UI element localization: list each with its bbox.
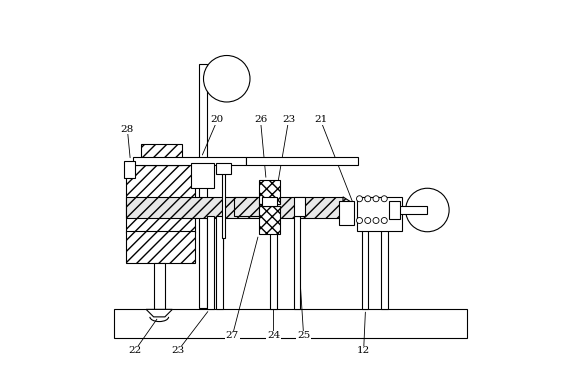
Circle shape (373, 217, 379, 223)
Bar (381, 225, 388, 309)
Text: 21: 21 (314, 116, 327, 124)
Circle shape (381, 196, 388, 202)
Bar (259, 180, 281, 204)
Bar (125, 165, 195, 232)
Text: 12: 12 (357, 346, 370, 355)
Bar (216, 163, 231, 174)
Circle shape (373, 196, 379, 202)
Text: 22: 22 (128, 346, 142, 355)
Circle shape (357, 217, 363, 223)
Bar (339, 201, 353, 225)
Bar (125, 231, 195, 262)
Circle shape (365, 217, 371, 223)
Bar (293, 216, 300, 309)
Bar (357, 197, 402, 231)
Bar (216, 216, 223, 309)
Circle shape (381, 217, 388, 223)
Bar (263, 197, 277, 206)
Text: 23: 23 (171, 346, 185, 355)
Bar (199, 64, 207, 308)
Bar (396, 206, 428, 214)
Bar (191, 163, 214, 188)
Text: 20: 20 (211, 116, 224, 124)
Bar (114, 309, 467, 338)
Polygon shape (343, 197, 353, 217)
Bar (153, 262, 165, 309)
Bar (270, 221, 277, 309)
Bar (141, 144, 182, 165)
Bar (259, 206, 281, 234)
Circle shape (357, 196, 363, 202)
Text: 26: 26 (254, 116, 267, 124)
Text: 23: 23 (282, 116, 295, 124)
Bar (293, 197, 305, 216)
Text: 27: 27 (226, 331, 239, 340)
Text: 25: 25 (297, 331, 310, 340)
Text: 24: 24 (267, 331, 280, 340)
Bar (125, 197, 343, 217)
Bar (207, 216, 214, 309)
Circle shape (365, 196, 371, 202)
Bar (234, 197, 259, 216)
Bar (246, 157, 358, 165)
Bar (389, 201, 400, 219)
Circle shape (406, 188, 449, 232)
Bar (362, 225, 368, 309)
Circle shape (203, 56, 250, 102)
Bar (133, 157, 246, 165)
Text: 28: 28 (121, 125, 134, 134)
Polygon shape (146, 309, 173, 317)
Bar (124, 161, 135, 178)
Bar (221, 172, 225, 238)
